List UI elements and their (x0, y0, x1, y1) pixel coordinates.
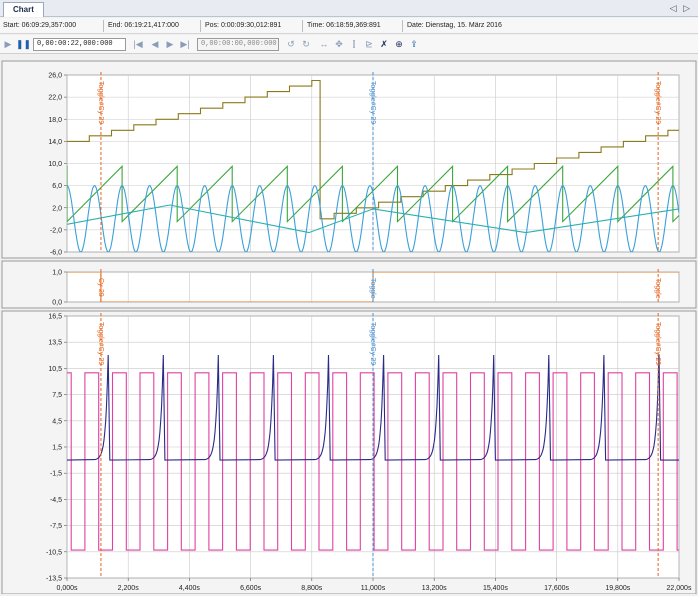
cursor-marker-label: Toggle (369, 278, 376, 299)
zoom-y-icon[interactable]: ⊵ (365, 39, 373, 49)
y-tick-label: 18,0 (48, 117, 62, 124)
chart-area[interactable]: 26,0 22,0 18,0 14,0 10,0 6,0 2,0 -2,0 -6,0 Toggle… (0, 55, 698, 595)
y-tick-label: 14,0 (48, 139, 62, 146)
y-tick-label: 1,0 (52, 270, 62, 277)
y-tick-label: -6,0 (50, 250, 62, 257)
start-time-label: Start: 06:09:29,357:000 (3, 22, 77, 29)
x-tick-label: 17,600s (544, 585, 569, 592)
divider (200, 20, 201, 32)
y-tick-label: 0,0 (52, 300, 62, 307)
toolbar: ▶ ❚❚ 0,00:00:22,000:000 |◀ ◀ ▶ ▶| 0,00:0… (0, 35, 698, 54)
y-tick-label: -10,5 (46, 549, 62, 556)
zoom-x-icon[interactable]: ⫿ (352, 39, 356, 49)
x-tick-label: 2,200s (118, 585, 140, 592)
y-tick-label: 13,5 (48, 340, 62, 347)
undo-icon[interactable]: ↺ (287, 39, 295, 49)
pause-icon[interactable]: ❚❚ (16, 39, 32, 49)
tab-bar: Chart ◁ ▷ (0, 0, 698, 17)
redo-icon[interactable]: ↻ (302, 39, 310, 49)
x-tick-label: 0,000s (56, 585, 78, 592)
series-line-olive-staircase (67, 79, 679, 220)
tab-scroll-arrows-icon[interactable]: ◁ ▷ (669, 3, 692, 13)
divider (302, 20, 303, 32)
x-tick-label: 15,400s (483, 585, 508, 592)
cursor-add-icon[interactable]: ⊕ (395, 39, 403, 49)
cursor-marker-label: Cy-29 (97, 278, 104, 297)
x-tick-label: 19,800s (605, 585, 630, 592)
y-tick-label: -13,5 (46, 576, 62, 583)
y-tick-label: 10,5 (48, 366, 62, 373)
offset-field[interactable]: 0,00:00:00,000:000 (197, 38, 279, 51)
cursor-marker-label: Toggle (654, 278, 661, 299)
cursor-marker-label: Toggle#Cy-29 (369, 81, 376, 124)
cursor-marker-label: Toggle#Cy-29 (97, 81, 104, 124)
first-icon[interactable]: |◀ (133, 39, 143, 49)
x-tick-label: 6,600s (240, 585, 262, 592)
divider (103, 20, 104, 32)
time-label: Time: 06:18:59,369:891 (307, 22, 381, 29)
tab-chart[interactable]: Chart (3, 2, 44, 17)
y-tick-label: 4,5 (52, 418, 62, 425)
cursor-delete-icon[interactable]: ✗ (380, 39, 388, 49)
next-icon[interactable]: ▶ (166, 39, 174, 49)
duration-field[interactable]: 0,00:00:22,000:000 (33, 38, 126, 51)
y-tick-label: -1,5 (50, 471, 62, 478)
divider (402, 20, 403, 32)
move-icon[interactable]: ✥ (335, 39, 343, 49)
y-tick-label: 22,0 (48, 95, 62, 102)
pan-icon[interactable]: ↔ (319, 39, 329, 49)
y-tick-label: 2,0 (52, 205, 62, 212)
series-line-teal-triangle (67, 204, 679, 234)
series-line-navy-spikes (67, 354, 679, 461)
y-tick-label: 16,5 (48, 314, 62, 321)
y-tick-label: 10,0 (48, 161, 62, 168)
y-tick-label: -7,5 (50, 523, 62, 530)
x-tick-label: 11,000s (361, 585, 386, 592)
cursor-marker-label: Toggle#Cy-29 (369, 322, 376, 365)
info-bar: Start: 06:09:29,357:000 End: 06:19:21,41… (0, 18, 698, 34)
cursor-marker-label: Toggle#Cy-29 (97, 322, 104, 365)
cursor-marker-label: Toggle#Cy-29 (654, 322, 661, 365)
date-label: Date: Dienstag, 15. März 2016 (407, 22, 502, 29)
x-tick-label: 8,800s (301, 585, 323, 592)
last-icon[interactable]: ▶| (180, 39, 190, 49)
chart-svg[interactable]: 26,0 22,0 18,0 14,0 10,0 6,0 2,0 -2,0 -6,0 Toggle… (0, 55, 698, 595)
export-icon[interactable]: ⇪ (410, 39, 418, 49)
y-tick-label: 26,0 (48, 73, 62, 80)
series-line-pink-square (67, 372, 679, 551)
x-tick-label: 13,200s (422, 585, 447, 592)
y-tick-label: 7,5 (52, 392, 62, 399)
y-tick-label: -2,0 (50, 227, 62, 234)
x-tick-label: 22,000s (667, 585, 692, 592)
y-tick-label: -4,5 (50, 497, 62, 504)
y-tick-label: 6,0 (52, 183, 62, 190)
end-time-label: End: 06:19:21,417:000 (108, 22, 179, 29)
play-icon[interactable]: ▶ (4, 39, 12, 49)
y-tick-label: 1,5 (52, 445, 62, 452)
cursor-marker-label: Toggle#Cy-29 (654, 81, 661, 124)
prev-icon[interactable]: ◀ (151, 39, 159, 49)
x-tick-label: 4,400s (179, 585, 201, 592)
position-label: Pos: 0:00:09:30,012:891 (205, 22, 282, 29)
